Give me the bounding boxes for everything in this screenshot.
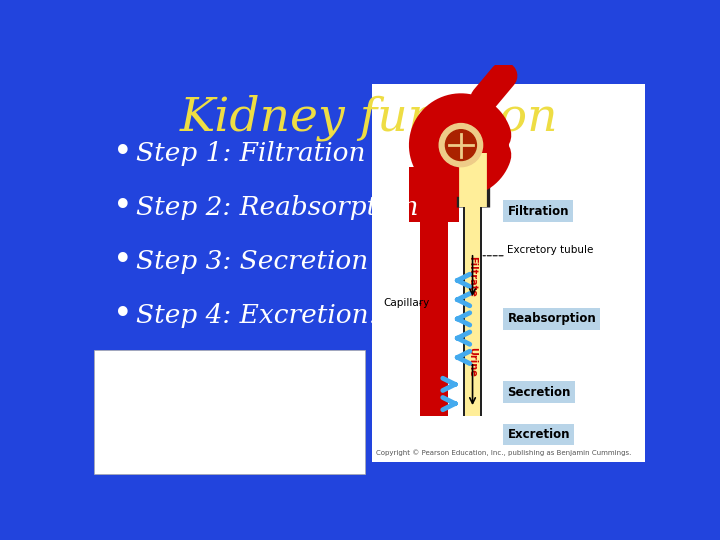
Text: •: • xyxy=(113,191,133,223)
Text: Reabsorption: Reabsorption xyxy=(508,313,596,326)
Bar xyxy=(420,222,448,416)
Text: •: • xyxy=(113,245,133,277)
Text: Filtrate: Filtrate xyxy=(467,256,477,297)
Bar xyxy=(372,84,645,462)
Text: Step 1: Filtration: Step 1: Filtration xyxy=(137,141,366,166)
Text: Step 3: Secretion: Step 3: Secretion xyxy=(137,248,369,274)
Text: Filtration: Filtration xyxy=(508,205,569,218)
Text: Capillary: Capillary xyxy=(384,299,430,308)
Text: •: • xyxy=(113,299,133,331)
Bar xyxy=(94,350,365,475)
Bar xyxy=(463,207,482,416)
Text: •: • xyxy=(113,137,133,170)
Text: Secretion: Secretion xyxy=(508,386,571,399)
Text: Excretion: Excretion xyxy=(508,428,570,441)
Text: Copyright © Pearson Education, Inc., publishing as Benjamin Cummings.: Copyright © Pearson Education, Inc., pub… xyxy=(376,449,631,456)
Text: Urine: Urine xyxy=(467,347,477,376)
Circle shape xyxy=(446,130,477,160)
Text: Step 2: Reabsorption: Step 2: Reabsorption xyxy=(137,195,419,220)
Bar xyxy=(465,207,480,416)
Text: Step 4: Excretion.: Step 4: Excretion. xyxy=(137,302,377,328)
Text: Kidney function: Kidney function xyxy=(180,94,558,140)
Text: Excretory tubule: Excretory tubule xyxy=(508,245,594,254)
Circle shape xyxy=(439,124,482,167)
